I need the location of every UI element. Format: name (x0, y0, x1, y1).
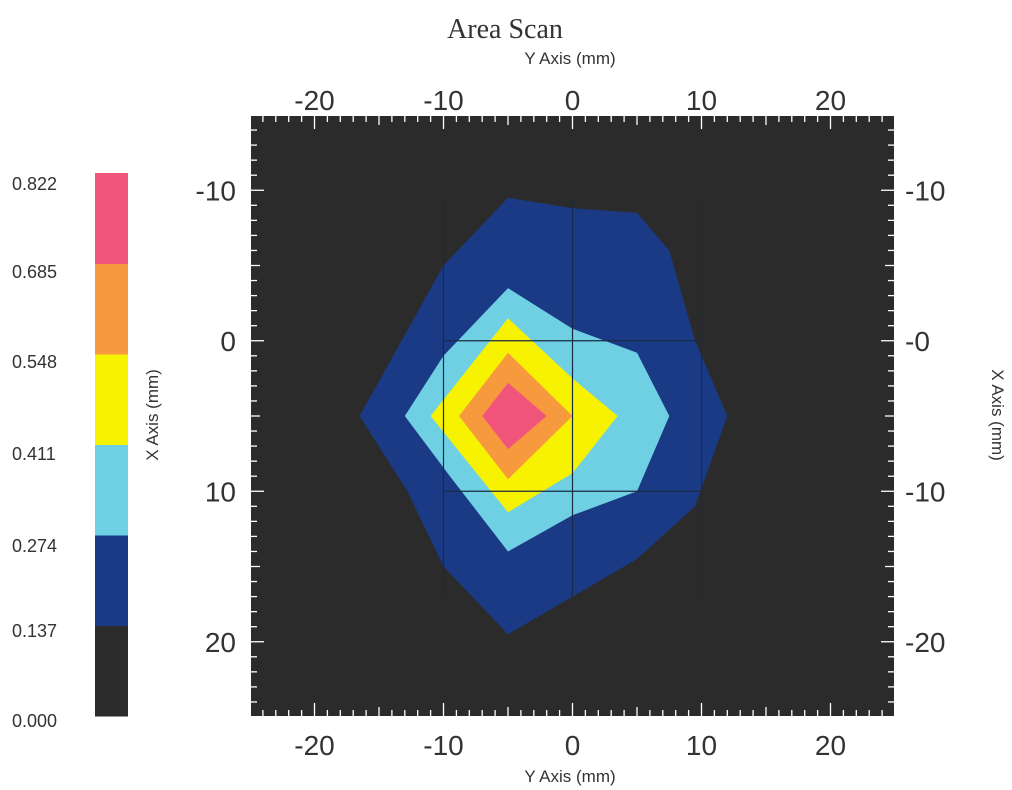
colorbar-segment (95, 625, 128, 717)
colorbar-label: 0.000 (12, 711, 57, 731)
colorbar-segment (95, 263, 128, 355)
top-tick-label: 0 (565, 85, 581, 116)
left-tick-label: 20 (205, 627, 236, 658)
tick-labels: -20 -20 -10 -10 0 0 10 10 20 20 -10 -10 0 -0 10 -10 20 -2… (196, 85, 946, 761)
right-tick-label: -0 (905, 326, 930, 357)
contour-level-5 (482, 382, 547, 450)
colorbar: 0.000 0.137 0.274 0.411 0.548 0.685 0.822 (12, 173, 128, 731)
top-tick-label: -10 (423, 85, 463, 116)
bottom-tick-label: 20 (815, 730, 846, 761)
top-tick-label: 10 (686, 85, 717, 116)
colorbar-label: 0.274 (12, 536, 57, 556)
left-y-axis-label: X Axis (mm) (143, 369, 162, 461)
plot-frame (249, 114, 896, 718)
grid-lines (442, 197, 703, 597)
colorbar-label: 0.137 (12, 621, 57, 641)
colorbar-label: 0.822 (12, 174, 57, 194)
colorbar-segment (95, 535, 128, 626)
right-tick-label: -10 (905, 476, 945, 507)
bottom-tick-label: 0 (565, 730, 581, 761)
contour-layer (359, 197, 728, 635)
colorbar-segment (95, 173, 128, 264)
colorbar-label: 0.685 (12, 262, 57, 282)
chart-title: Area Scan (447, 14, 563, 45)
bottom-tick-label: -20 (294, 730, 334, 761)
bottom-tick-label: -10 (423, 730, 463, 761)
colorbar-segment (95, 444, 128, 536)
left-tick-label: 0 (220, 326, 236, 357)
top-x-axis-label: Y Axis (mm) (524, 49, 615, 68)
left-tick-label: 10 (205, 476, 236, 507)
right-y-axis-label: X Axis (mm) (988, 369, 1007, 461)
colorbar-segment (95, 354, 128, 445)
right-tick-label: -10 (905, 175, 945, 206)
top-tick-label: 20 (815, 85, 846, 116)
top-tick-label: -20 (294, 85, 334, 116)
left-tick-label: -10 (196, 175, 236, 206)
right-tick-label: -20 (905, 627, 945, 658)
colorbar-label: 0.411 (12, 444, 56, 464)
bottom-tick-label: 10 (686, 730, 717, 761)
colorbar-label: 0.548 (12, 352, 57, 372)
bottom-x-axis-label: Y Axis (mm) (524, 767, 615, 786)
